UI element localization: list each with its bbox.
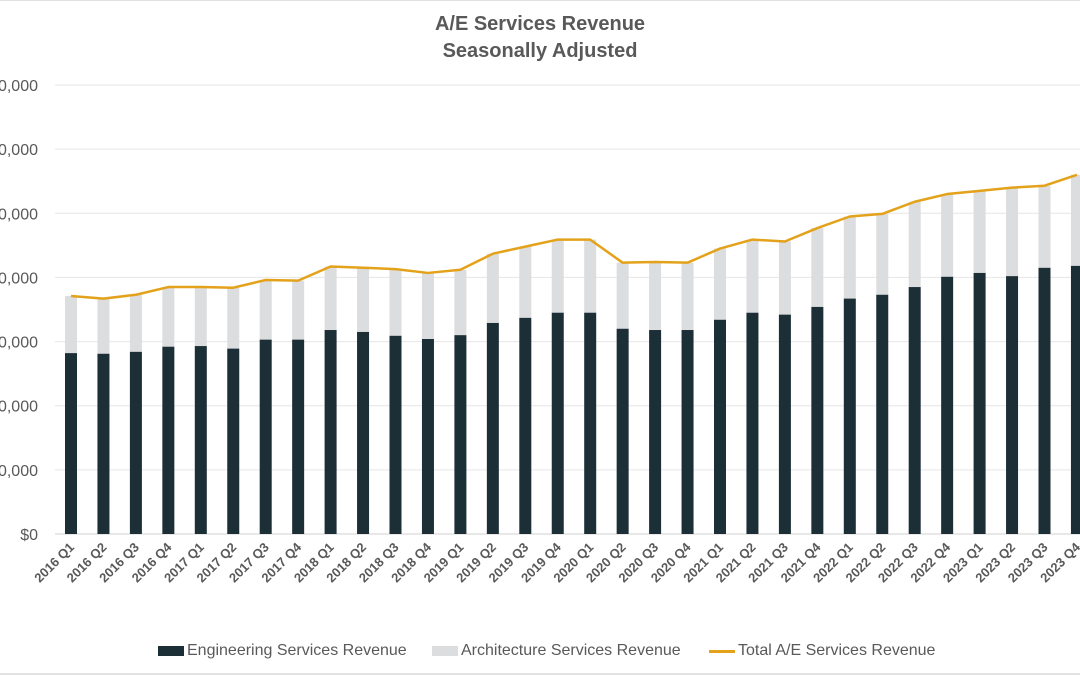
bar-engineering [714,319,726,534]
bar-architecture [421,272,434,340]
bar-architecture [129,294,142,352]
y-tick-label: 0,000 [0,206,38,223]
bar-architecture [681,262,694,331]
bar-engineering [194,346,207,534]
bar-architecture [519,246,532,318]
legend-swatch-total [709,649,735,653]
bar-architecture [227,287,240,349]
y-tick-label: 0,000 [0,270,38,287]
bar-architecture [1006,187,1019,277]
bar-engineering [876,294,889,534]
chart-subtitle: Seasonally Adjusted [442,40,638,62]
bar-architecture [259,279,272,340]
y-tick-label: 0,000 [0,78,38,95]
bar-architecture [97,298,110,354]
bar-engineering [584,312,597,534]
legend-swatch-architecture [432,646,458,656]
bar-architecture [843,216,856,299]
bar-engineering [649,330,662,534]
bar-engineering [1070,265,1080,534]
bar-engineering [941,276,954,534]
bar-architecture [1070,174,1080,266]
y-tick-label: 0,000 [0,142,38,159]
legend-item-architecture: Architecture Services Revenue [432,642,681,660]
bar-architecture [908,201,921,288]
y-tick-label: 0,000 [0,335,38,352]
bar-architecture [616,262,629,329]
bar-architecture [746,239,759,313]
bar-engineering [357,331,370,534]
bar-architecture [324,266,337,331]
bars [65,174,1080,534]
bar-engineering [97,353,110,534]
legend-item-engineering: Engineering Services Revenue [158,642,407,660]
bar-engineering [227,348,240,534]
bar-architecture [292,280,305,340]
bar-architecture [973,190,986,273]
bar-architecture [941,194,954,277]
bar-engineering [519,317,532,534]
bar-engineering [746,312,759,534]
bar-architecture [778,241,791,315]
bar-engineering [908,287,921,534]
gridlines [55,84,1080,535]
bar-engineering [162,346,175,534]
bar-engineering [616,328,629,534]
legend-swatch-engineering [158,646,184,656]
bar-architecture [876,213,889,295]
bar-engineering [551,312,564,534]
bar-engineering [811,306,824,534]
bar-engineering [1038,267,1051,534]
bar-architecture [551,239,564,313]
bar-architecture [194,287,207,347]
total-line [70,173,1078,300]
chart-title: A/E Services Revenue [434,13,646,35]
bar-engineering [324,330,337,534]
bar-architecture [65,296,77,354]
bar-architecture [714,248,726,320]
bar-architecture [389,269,402,336]
bar-engineering [421,339,434,534]
bar-architecture [162,287,175,347]
y-tick-label: $0 [20,527,38,544]
bar-architecture [1038,185,1051,268]
bar-architecture [454,269,467,336]
legend-label-total: Total A/E Services Revenue [738,642,936,659]
y-tick-label: 0,000 [0,399,38,416]
bar-architecture [486,253,499,323]
line-total [70,173,1078,300]
bar-engineering [292,339,305,534]
chart-plot: $0 0,000 0,000 0,000 0,000 0,000 0,000 0,000 20… [0,78,1080,585]
y-tick-label: 0,000 [0,463,38,480]
bar-engineering [65,353,77,534]
bar-engineering [389,335,402,534]
bar-architecture [811,228,824,307]
bar-engineering [843,298,856,534]
bar-engineering [681,330,694,534]
y-axis-ticks: $0 0,000 0,000 0,000 0,000 0,000 0,000 0,000 [0,78,38,544]
bar-engineering [259,339,272,534]
bar-engineering [1006,276,1019,534]
bar-engineering [486,322,499,534]
bar-engineering [129,351,142,534]
bar-architecture [357,267,370,332]
legend-label-architecture: Architecture Services Revenue [461,642,681,659]
bar-architecture [649,262,662,331]
legend-label-engineering: Engineering Services Revenue [187,642,407,659]
bar-engineering [778,314,791,534]
legend-item-total: Total A/E Services Revenue [709,642,935,660]
bar-engineering [454,335,467,534]
bar-engineering [973,272,986,534]
legend: Engineering Services Revenue Architectur… [0,642,1080,664]
bar-architecture [584,239,597,313]
